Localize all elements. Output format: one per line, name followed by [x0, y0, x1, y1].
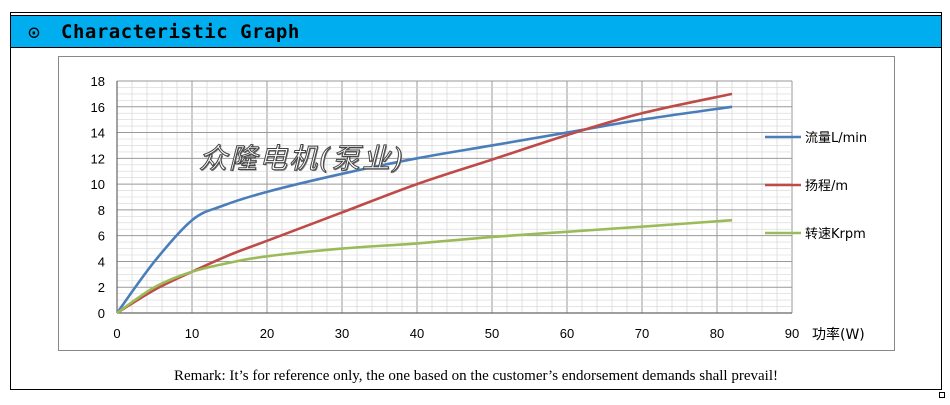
- x-tick-label: 10: [185, 326, 199, 341]
- x-tick-label: 70: [635, 326, 649, 341]
- watermark-logo: 众隆电机(泵业): [199, 142, 405, 176]
- y-tick-label: 6: [98, 229, 105, 244]
- y-tick-label: 4: [98, 254, 105, 269]
- y-tick-label: 8: [98, 203, 105, 218]
- x-tick-label: 60: [560, 326, 574, 341]
- y-tick-label: 12: [91, 151, 105, 166]
- y-tick-label: 2: [98, 280, 105, 295]
- legend-label-0: 流量L/min: [805, 131, 867, 146]
- characteristic-chart: 0 2 4 6 8 10 12 14 16 18 0 10 20 30 40 50 60 70 80 90 功率(W) 流…: [91, 74, 868, 343]
- y-tick-label: 10: [91, 177, 105, 192]
- x-tick-label: 90: [785, 326, 799, 341]
- corner-handle: [939, 392, 945, 398]
- x-axis-label: 功率(W): [812, 326, 865, 343]
- series-line-0: [115, 105, 733, 314]
- series-line-2: [116, 218, 733, 315]
- y-tick-label: 18: [91, 74, 105, 89]
- graph-panel: ⊙ Characteristic Graph 0 2 4 6 8 10 12 14 16 18 0 1…: [10, 12, 942, 390]
- page-title: Characteristic Graph: [61, 20, 300, 43]
- chart-area: 0 2 4 6 8 10 12 14 16 18 0 10 20 30 40 50 60 70 80 90 功率(W) 流…: [58, 56, 895, 351]
- x-tick-label: 0: [113, 326, 120, 341]
- y-tick-label: 16: [91, 100, 105, 115]
- y-tick-label: 0: [98, 306, 105, 321]
- x-tick-label: 80: [710, 326, 724, 341]
- legend-label-2: 转速Krpm: [805, 227, 866, 242]
- x-tick-label: 30: [335, 326, 349, 341]
- x-tick-label: 50: [485, 326, 499, 341]
- x-tick-label: 20: [260, 326, 274, 341]
- remark-text: Remark: It’s for reference only, the one…: [174, 368, 778, 384]
- x-tick-label: 40: [410, 326, 424, 341]
- legend-label-1: 扬程/m: [805, 179, 848, 194]
- circled-dot-icon: ⊙: [27, 19, 41, 44]
- y-tick-label: 14: [91, 126, 105, 141]
- header-bar: ⊙ Characteristic Graph: [11, 15, 941, 48]
